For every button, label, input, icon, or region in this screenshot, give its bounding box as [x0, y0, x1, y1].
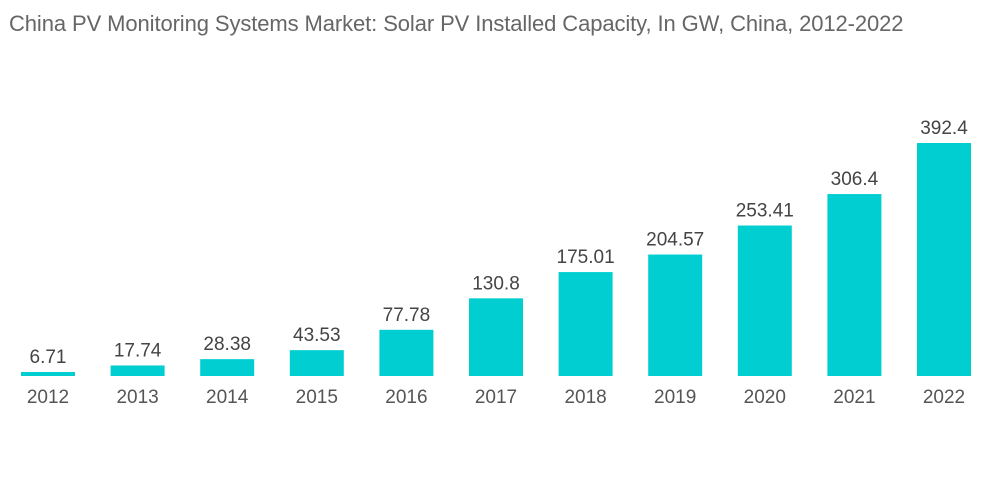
data-label-2013: 17.74 — [114, 340, 162, 361]
x-tick-label-2017: 2017 — [475, 387, 517, 408]
x-tick-label-2012: 2012 — [27, 387, 69, 408]
chart-title: China PV Monitoring Systems Market: Sola… — [9, 11, 904, 36]
data-label-2014: 28.38 — [203, 334, 251, 355]
x-tick-label-2019: 2019 — [654, 387, 696, 408]
data-label-2019: 204.57 — [646, 230, 704, 251]
bar-2020 — [737, 225, 792, 376]
data-label-2015: 43.53 — [293, 325, 341, 346]
bar-2015 — [289, 350, 344, 376]
data-label-2018: 175.01 — [557, 247, 615, 268]
x-tick-label-2022: 2022 — [923, 387, 965, 408]
x-tick-label-2013: 2013 — [116, 387, 158, 408]
data-label-2017: 130.8 — [472, 273, 520, 294]
bar-2021 — [827, 194, 882, 376]
data-label-2020: 253.41 — [736, 201, 794, 222]
bar-2014 — [200, 359, 255, 376]
x-tick-label-2018: 2018 — [564, 387, 606, 408]
data-label-2021: 306.4 — [831, 169, 879, 190]
bar-2017 — [469, 298, 523, 376]
bar-2022 — [917, 143, 971, 376]
data-label-2016: 77.78 — [383, 305, 431, 326]
x-tick-label-2020: 2020 — [744, 387, 786, 408]
x-tick-label-2014: 2014 — [206, 387, 249, 408]
data-label-2022: 392.4 — [920, 118, 968, 139]
bar-2013 — [110, 365, 165, 376]
x-tick-label-2021: 2021 — [833, 387, 875, 408]
bar-2016 — [379, 329, 434, 376]
bar-2019 — [648, 254, 703, 376]
data-label-2012: 6.71 — [30, 347, 67, 368]
x-tick-label-2015: 2015 — [296, 387, 338, 408]
bar-2018 — [558, 272, 613, 376]
x-tick-label-2016: 2016 — [385, 387, 427, 408]
bar-2012 — [21, 372, 75, 376]
